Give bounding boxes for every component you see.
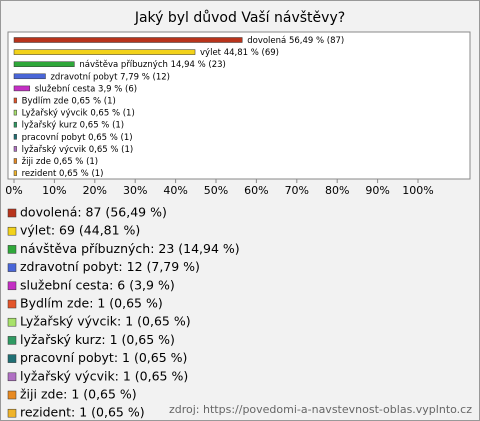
bar-value-label: 3,9 % (6) [98, 84, 137, 94]
bar-label: žiji zde 0,65 % (1) [22, 157, 99, 167]
bar-label: rezident 0,65 % (1) [22, 169, 104, 179]
bar-category: Lyžařský vývcik [22, 108, 88, 118]
bar-category: lyžařský kurz [22, 120, 78, 130]
legend-label: lyžařský kurz: 1 (0,65 %) [20, 332, 175, 347]
bar [13, 61, 75, 67]
bar-label: lyžařský výcvik 0,65 % (1) [22, 144, 134, 154]
bar [13, 85, 31, 92]
bar-category: žiji zde [22, 157, 51, 167]
legend-label: Bydlím zde: 1 (0,65 %) [20, 296, 163, 311]
bar-label: Lyžařský vývcik 0,65 % (1) [22, 108, 135, 118]
legend-swatch [7, 372, 17, 382]
legend-label: rezident: 1 (0,65 %) [20, 405, 145, 420]
bar [13, 121, 17, 128]
x-tick-label: 100% [402, 184, 433, 197]
chart-title: Jaký byl důvod Vaší návštěvy? [134, 10, 345, 26]
bar [13, 97, 17, 104]
x-tick-label: 80% [325, 184, 349, 197]
x-tick-label: 40% [163, 184, 187, 197]
bar-value-label: 0,65 % (1) [59, 169, 103, 179]
legend-label: služební cesta: 6 (3,9 %) [20, 277, 175, 292]
bar-category: výlet [200, 48, 222, 58]
x-tick-label: 50% [204, 184, 228, 197]
legend-label: Lyžařský vývcik: 1 (0,65 %) [20, 314, 191, 329]
bar-value-label: 7,79 % (12) [120, 72, 170, 82]
legend-label: zdravotní pobyt: 12 (7,79 %) [20, 259, 200, 274]
bar [13, 134, 17, 140]
bar-category: rezident [22, 169, 57, 179]
legend-swatch [7, 245, 17, 254]
bar-category: zdravotní pobyt [50, 72, 118, 82]
legend-swatch [7, 390, 17, 400]
legend-label: pracovní pobyt: 1 (0,65 %) [20, 350, 187, 365]
bar-value-label: 0,65 % (1) [90, 108, 134, 118]
bar-label: Bydlím zde 0,65 % (1) [22, 96, 116, 106]
x-tick-label: 60% [244, 184, 268, 197]
x-tick-label: 30% [123, 184, 147, 197]
legend-label: lyžařský výcvik: 1 (0,65 %) [20, 368, 188, 383]
legend-swatch [7, 299, 17, 309]
bar-category: dovolená [247, 36, 286, 46]
bar-category: návštěva příbuzných [79, 59, 168, 70]
legend-swatch [7, 226, 17, 236]
bar-category: služební cesta [35, 84, 96, 94]
x-tick-label: 10% [42, 184, 66, 197]
legend-label: návštěva příbuzných: 23 (14,94 %) [20, 241, 240, 256]
bar [13, 146, 17, 152]
bar-value-label: 0,65 % (1) [89, 144, 133, 154]
legend-swatch [7, 317, 17, 327]
x-tick-label: 90% [365, 184, 389, 197]
bar-category: Bydlím zde [22, 96, 69, 106]
legend-swatch [7, 336, 17, 345]
bar [13, 73, 46, 80]
legend-label: žiji zde: 1 (0,65 %) [20, 387, 137, 402]
legend-swatch [7, 263, 17, 272]
bar [13, 170, 17, 176]
x-tick-label: 70% [285, 184, 309, 197]
legend-swatch [7, 408, 17, 418]
bar-value-label: 44,81 % (69) [224, 48, 279, 58]
bar-label: služební cesta 3,9 % (6) [35, 84, 137, 94]
legend-label: výlet: 69 (44,81 %) [20, 223, 140, 238]
bar-label: dovolená 56,49 % (87) [247, 36, 344, 46]
x-tick-label: 0% [5, 184, 22, 197]
bar [13, 109, 17, 116]
bar [13, 37, 243, 43]
bar-label: zdravotní pobyt 7,79 % (12) [50, 72, 170, 82]
bar-value-label: 56,49 % (87) [289, 36, 344, 46]
x-tick-label: 20% [83, 184, 107, 197]
bar [13, 158, 17, 164]
bar-value-label: 0,65 % (1) [80, 120, 124, 130]
bar-value-label: 0,65 % (1) [71, 96, 115, 106]
bar-label: výlet 44,81 % (69) [200, 48, 279, 58]
bar-label: lyžařský kurz 0,65 % (1) [22, 120, 125, 130]
bar-value-label: 14,94 % (23) [171, 60, 226, 70]
legend-swatch [7, 354, 17, 363]
bar-value-label: 0,65 % (1) [54, 157, 98, 167]
legend-swatch [7, 208, 17, 218]
legend-label: dovolená: 87 (56,49 %) [20, 205, 167, 220]
plot-area [7, 31, 471, 180]
source: zdroj: https://povedomi-a-navstevnost-ob… [169, 403, 472, 416]
bar-label: pracovní pobyt 0,65 % (1) [22, 132, 133, 142]
legend-swatch [7, 281, 17, 291]
bar-category: lyžařský výcvik [22, 144, 86, 154]
bar-category: pracovní pobyt [22, 132, 86, 142]
bar-value-label: 0,65 % (1) [88, 132, 132, 142]
bar [13, 49, 196, 55]
bar-label: návštěva příbuzných 14,94 % (23) [79, 59, 226, 70]
